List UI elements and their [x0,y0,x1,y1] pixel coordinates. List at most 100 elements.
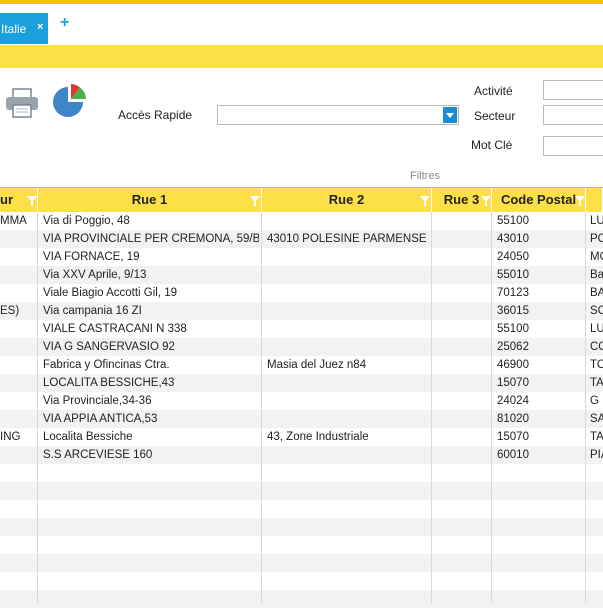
table-cell: Via Provinciale,34-36 [43,395,152,407]
column-header[interactable]: ur [0,188,38,213]
motcle-label: Mot Clé [471,138,513,152]
table-cell [0,518,36,536]
printer-icon[interactable] [5,88,39,118]
table-cell [590,500,603,518]
table-row[interactable] [0,500,603,518]
table-cell: SC [590,305,603,317]
table-cell: TA [590,377,603,389]
table-cell [267,338,429,356]
table-cell [590,536,603,554]
table-row[interactable]: VIA FORNACE, 19 24050 MO [0,248,603,266]
table-cell [0,536,36,554]
column-header[interactable] [586,188,603,213]
table-row[interactable]: VIA APPIA ANTICA,53 81020 SA [0,410,603,428]
pie-chart-icon[interactable] [52,83,88,119]
table-cell: 24024 [497,395,529,407]
table-row[interactable] [0,464,603,482]
table-cell [0,320,36,338]
add-tab-button[interactable]: + [60,14,70,31]
table-row[interactable] [0,554,603,572]
table-cell: 15070 [497,377,529,389]
table-cell [267,500,429,518]
table-cell [267,392,429,410]
table-row[interactable]: Fabrica y Ofincinas Ctra. Masia del Juez … [0,356,603,374]
table-row[interactable]: ING Localita Bessiche 43, Zone Industriale… [0,428,603,446]
column-header-label: Rue 2 [328,192,365,207]
table-cell [267,374,429,392]
filter-funnel-icon[interactable] [575,196,585,206]
column-header[interactable]: Code Postal [492,188,586,213]
motcle-field[interactable] [543,136,603,156]
table-cell [0,266,36,284]
table-cell: Masia del Juez n84 [267,359,367,371]
column-header-label: Code Postal [500,192,577,207]
table-cell [0,248,36,266]
column-divider [37,212,38,603]
table-row[interactable]: ES) Via campania 16 ZI 36015 SC [0,302,603,320]
filter-funnel-icon[interactable] [27,196,37,206]
table-cell [43,572,259,590]
table-row[interactable] [0,572,603,590]
table-row[interactable] [0,482,603,500]
table-cell [0,410,36,428]
activite-field[interactable] [543,80,603,100]
close-tab-icon[interactable]: × [37,21,44,33]
table-row[interactable]: VIALE CASTRACANI N 338 55100 LU [0,320,603,338]
table-cell [497,536,583,554]
table-row[interactable]: MMA Via di Poggio, 48 55100 LU [0,212,603,230]
table-cell [0,554,36,572]
filter-funnel-icon[interactable] [250,196,260,206]
column-header-label: Rue 1 [131,192,168,207]
chevron-down-icon[interactable] [443,107,457,123]
table-cell [0,446,36,464]
filter-funnel-icon[interactable] [481,196,491,206]
table-cell [437,266,489,284]
table-cell [437,410,489,428]
table-cell [590,518,603,536]
table-row[interactable] [0,518,603,536]
filter-funnel-icon[interactable] [420,196,430,206]
table-row[interactable]: Viale Biagio Accotti Gil, 19 70123 BA [0,284,603,302]
table-cell [267,572,429,590]
table-cell [267,410,429,428]
table-cell: 55100 [497,323,529,335]
table-cell [0,392,36,410]
column-header[interactable]: Rue 3 [432,188,492,213]
table-cell [267,284,429,302]
table-row[interactable]: VIA G SANGERVASIO 92 25062 CO [0,338,603,356]
table-cell: 43010 [497,233,529,245]
table-cell: MMA [0,215,27,227]
table-cell [437,482,489,500]
table-cell [497,482,583,500]
table-row[interactable]: Via XXV Aprile, 9/13 55010 Ba [0,266,603,284]
table-row[interactable]: Via Provinciale,34-36 24024 G [0,392,603,410]
table-cell: 24050 [497,251,529,263]
table-cell [437,428,489,446]
table-cell [267,212,429,230]
column-header[interactable]: Rue 1 [38,188,262,213]
table-cell: ING [0,431,21,443]
toolbar: Accès Rapide Activité Secteur Mot Clé Fi… [0,68,603,186]
table-cell [0,464,36,482]
table-row[interactable] [0,590,603,608]
table-cell [43,464,259,482]
tab-italie[interactable]: Italie × [0,13,48,44]
table-row[interactable]: S.S ARCEVIESE 160 60010 PIA [0,446,603,464]
table-cell [437,338,489,356]
table-cell: 43, Zone Industriale [267,431,369,443]
table-cell [437,248,489,266]
secteur-field[interactable] [543,105,603,125]
table-row[interactable]: LOCALITA BESSICHE,43 15070 TA [0,374,603,392]
table-cell: 36015 [497,305,529,317]
table-cell [267,482,429,500]
table-row[interactable] [0,536,603,554]
table-cell: LOCALITA BESSICHE,43 [43,377,175,389]
acces-rapide-select[interactable] [217,105,459,125]
column-header[interactable]: Rue 2 [262,188,432,213]
table-cell [0,356,36,374]
table-cell [437,500,489,518]
table-row[interactable]: VIA PROVINCIALE PER CREMONA, 59/B 43010 P… [0,230,603,248]
table-cell: PIA [590,449,603,461]
top-accent-bar [0,0,603,4]
table-cell: SA [590,413,603,425]
